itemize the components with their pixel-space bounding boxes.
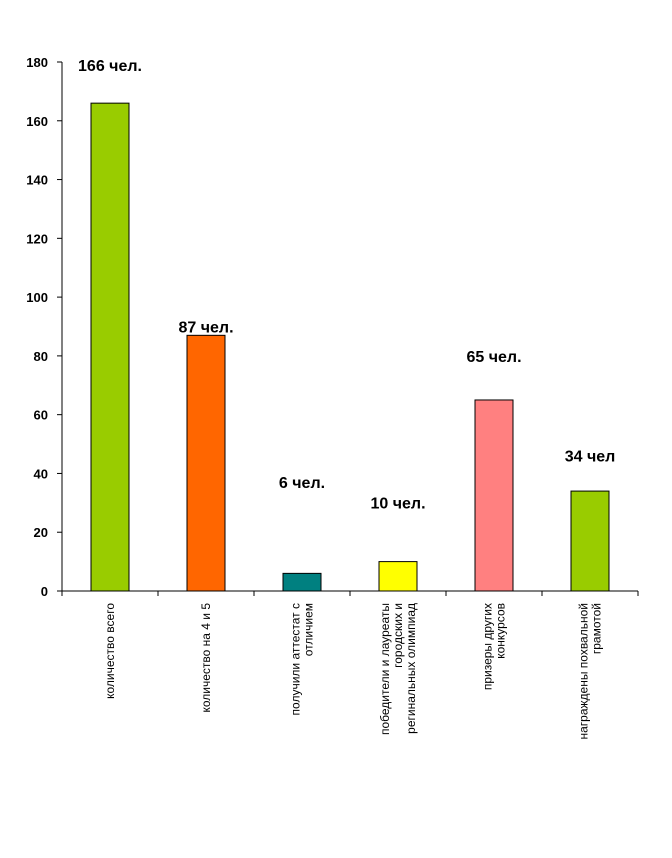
category-label-line: отличием	[302, 603, 316, 656]
data-label: 10 чел.	[370, 496, 425, 513]
bars	[90, 102, 610, 592]
y-tick-labels: 0 20 40 60 80 100 120 140 160 180	[26, 55, 48, 599]
category-label-line: победители и лауреаты	[378, 603, 392, 735]
bar	[378, 561, 418, 592]
category-label-line: призеры других	[481, 603, 495, 690]
data-label: 6 чел.	[279, 475, 325, 492]
category-label-line: награждены похвальной	[577, 603, 591, 740]
category-label-line: конкурсов	[494, 603, 508, 659]
category-label: количество на 4 и 5	[199, 603, 213, 713]
category-label-line: городских и	[391, 603, 405, 668]
data-label: 34 чел	[565, 449, 616, 466]
axes	[57, 61, 639, 596]
y-tick-label: 60	[34, 408, 48, 423]
y-tick-label: 20	[34, 525, 48, 540]
y-tick-label: 40	[34, 466, 48, 481]
bar	[474, 399, 514, 592]
bar	[186, 334, 226, 592]
data-label: 65 чел.	[466, 349, 521, 366]
y-tick-label: 140	[26, 173, 48, 188]
bar	[570, 490, 610, 592]
data-label: 166 чел.	[78, 58, 142, 75]
category-label: призеры других конкурсов	[481, 603, 508, 690]
y-tick-label: 180	[26, 55, 48, 70]
category-label-line: количество на 4 и 5	[199, 603, 213, 713]
category-label: победители и лауреаты городских и региналь…	[378, 603, 418, 735]
data-label: 87 чел.	[178, 319, 233, 336]
y-tick-label: 160	[26, 114, 48, 129]
y-tick-label: 80	[34, 349, 48, 364]
category-label-line: грамотой	[590, 603, 604, 654]
category-label-line: количество всего	[103, 603, 117, 699]
category-label: количество всего	[103, 603, 117, 699]
bar	[90, 102, 130, 592]
category-label: получили аттестат с отличием	[289, 603, 316, 715]
category-label-line: регинальных олимпиад	[404, 603, 418, 734]
bar	[282, 572, 322, 592]
category-label-line: получили аттестат с	[289, 603, 303, 715]
category-labels: количество всего количество на 4 и 5 получ…	[103, 603, 604, 740]
y-tick-label: 0	[41, 584, 48, 599]
y-tick-label: 100	[26, 290, 48, 305]
category-label: награждены похвальной грамотой	[577, 603, 604, 740]
y-tick-label: 120	[26, 231, 48, 246]
data-labels: 166 чел. 87 чел. 6 чел. 10 чел. 65 чел. 34 че…	[78, 58, 615, 513]
